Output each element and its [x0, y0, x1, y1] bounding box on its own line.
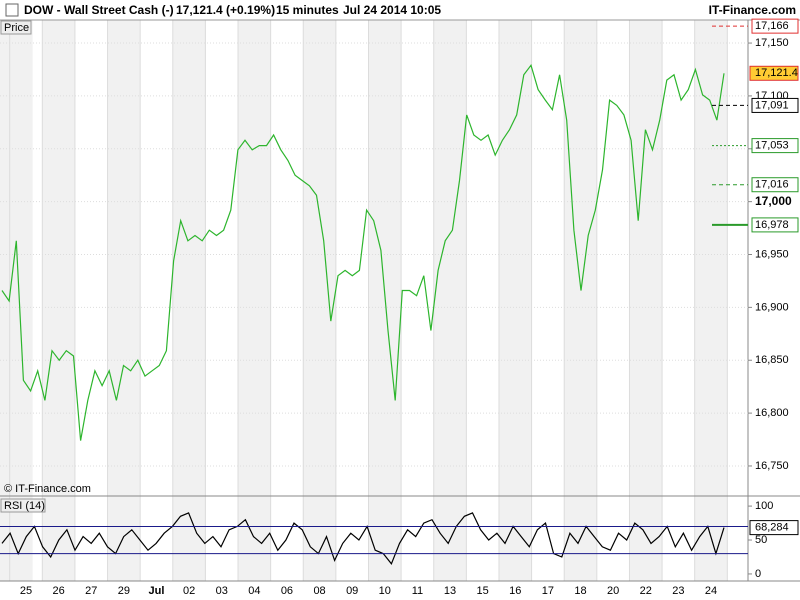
- x-tick-label: 08: [313, 585, 325, 597]
- brand: IT-Finance.com: [709, 3, 796, 17]
- day-band: [433, 20, 467, 581]
- y-tick-label: 16,800: [755, 407, 789, 419]
- x-tick-label: 26: [52, 585, 64, 597]
- x-tick-label: 29: [118, 585, 130, 597]
- x-tick-label: 16: [509, 585, 521, 597]
- level-label: 17,121.4: [755, 67, 798, 79]
- x-tick-label: 18: [574, 585, 586, 597]
- level-label: 17,016: [755, 179, 789, 191]
- level-box: [751, 18, 799, 34]
- y-tick-label: 16,950: [755, 248, 789, 260]
- day-band: [694, 20, 728, 581]
- x-tick-label: 20: [607, 585, 619, 597]
- x-tick-label: 15: [477, 585, 489, 597]
- x-tick-label: 27: [85, 585, 97, 597]
- day-band: [303, 20, 336, 581]
- x-tick-label: 22: [640, 585, 652, 597]
- y-tick-label: 16,850: [755, 354, 789, 366]
- x-tick-label: 03: [216, 585, 228, 597]
- x-tick-label: 17: [542, 585, 554, 597]
- x-tick-label: Jul: [149, 585, 165, 597]
- panel-title: Price: [4, 22, 29, 34]
- y-tick-label: 16,750: [755, 460, 789, 472]
- panel-label-box: [0, 20, 32, 35]
- level-box: [751, 138, 799, 154]
- day-band: [107, 20, 141, 581]
- x-tick-label: 11: [412, 585, 423, 597]
- series-line: [1, 63, 725, 441]
- y-tick-label: 0: [755, 568, 761, 580]
- level-box: [751, 177, 799, 193]
- x-tick-label: 23: [672, 585, 684, 597]
- level-box: [751, 97, 799, 113]
- y-tick-label: 17,150: [755, 37, 789, 49]
- watermark: © IT-Finance.com: [4, 483, 91, 495]
- level-box: [749, 520, 799, 536]
- x-tick-label: 09: [346, 585, 358, 597]
- level-box: [751, 217, 799, 233]
- y-tick-label: 16,900: [755, 301, 789, 313]
- x-tick-label: 13: [444, 585, 456, 597]
- day-band: [564, 20, 597, 581]
- level-box: [749, 65, 799, 81]
- level-label: 68,284: [755, 522, 789, 534]
- x-tick-label: 24: [705, 585, 717, 597]
- panel-label-box: [0, 498, 46, 513]
- day-bands: [0, 20, 728, 581]
- day-band: [629, 20, 663, 581]
- panel-title: RSI (14): [4, 500, 45, 512]
- menu-icon[interactable]: [5, 3, 19, 17]
- day-band: [0, 20, 33, 581]
- day-band: [238, 20, 271, 581]
- day-band: [42, 20, 75, 581]
- x-tick-label: 04: [248, 585, 260, 597]
- x-tick-label: 25: [20, 585, 32, 597]
- y-tick-label: 50: [755, 534, 767, 546]
- instrument: DOW - Wall Street Cash (-): [24, 3, 174, 17]
- y-tick-label: 100: [755, 500, 773, 512]
- y-tick-label: 17,000: [755, 194, 792, 208]
- time: Jul 24 2014 10:05: [343, 3, 441, 17]
- level-label: 17,166: [755, 20, 789, 32]
- day-band: [172, 20, 206, 581]
- x-tick-label: 02: [183, 585, 195, 597]
- level-label: 16,978: [755, 219, 789, 231]
- x-tick-label: 10: [379, 585, 391, 597]
- level-label: 17,053: [755, 140, 789, 152]
- level-label: 17,091: [755, 99, 789, 111]
- series-line: [1, 512, 725, 565]
- quote: 17,121.4 (+0.19%): [176, 3, 275, 17]
- interval: 15 minutes: [276, 3, 339, 17]
- day-band: [498, 20, 532, 581]
- x-tick-label: 06: [281, 585, 293, 597]
